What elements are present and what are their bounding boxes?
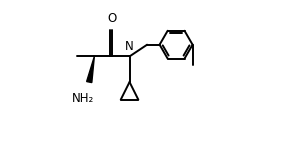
Text: N: N [125, 40, 134, 53]
Text: NH₂: NH₂ [72, 92, 94, 105]
Polygon shape [87, 56, 94, 83]
Text: O: O [107, 12, 116, 25]
